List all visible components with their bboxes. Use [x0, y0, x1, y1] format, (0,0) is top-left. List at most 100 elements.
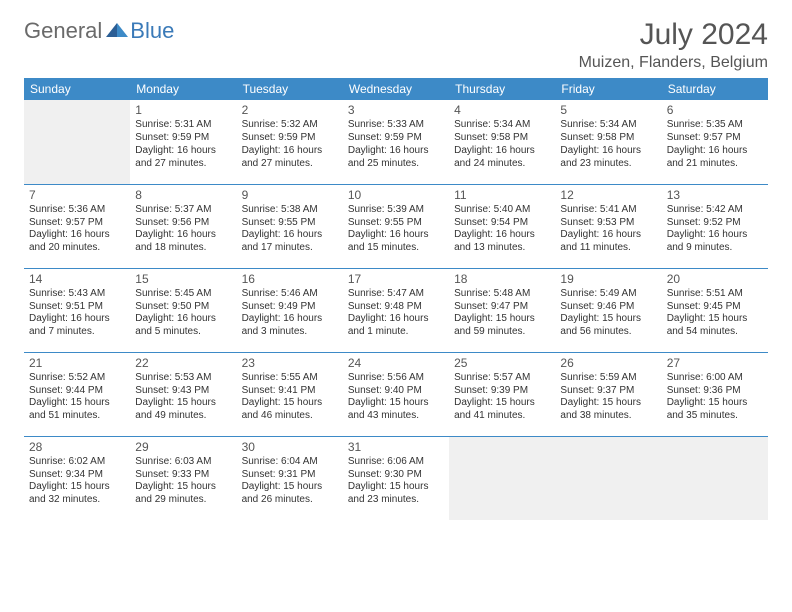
- day-number: 28: [29, 440, 125, 455]
- table-row: 1Sunrise: 5:31 AMSunset: 9:59 PMDaylight…: [24, 100, 768, 184]
- day-number: 3: [348, 103, 444, 118]
- day-number: 18: [454, 272, 550, 287]
- sunset-text: Sunset: 9:59 PM: [135, 132, 231, 145]
- daylight-text: Daylight: 15 hours and 29 minutes.: [135, 481, 231, 507]
- sunrise-text: Sunrise: 5:42 AM: [667, 204, 763, 217]
- sunset-text: Sunset: 9:57 PM: [29, 217, 125, 230]
- sunrise-text: Sunrise: 5:45 AM: [135, 288, 231, 301]
- sunrise-text: Sunrise: 5:56 AM: [348, 372, 444, 385]
- day-cell: 15Sunrise: 5:45 AMSunset: 9:50 PMDayligh…: [130, 268, 236, 352]
- day-cell: 25Sunrise: 5:57 AMSunset: 9:39 PMDayligh…: [449, 352, 555, 436]
- day-cell: 27Sunrise: 6:00 AMSunset: 9:36 PMDayligh…: [662, 352, 768, 436]
- daylight-text: Daylight: 16 hours and 5 minutes.: [135, 313, 231, 339]
- sunrise-text: Sunrise: 6:04 AM: [242, 456, 338, 469]
- daylight-text: Daylight: 16 hours and 25 minutes.: [348, 145, 444, 171]
- sunset-text: Sunset: 9:58 PM: [454, 132, 550, 145]
- daylight-text: Daylight: 16 hours and 11 minutes.: [560, 229, 656, 255]
- calendar-header-row: Sunday Monday Tuesday Wednesday Thursday…: [24, 78, 768, 100]
- day-number: 20: [667, 272, 763, 287]
- day-number: 23: [242, 356, 338, 371]
- day-number: 14: [29, 272, 125, 287]
- daylight-text: Daylight: 16 hours and 17 minutes.: [242, 229, 338, 255]
- daylight-text: Daylight: 16 hours and 3 minutes.: [242, 313, 338, 339]
- sunset-text: Sunset: 9:33 PM: [135, 469, 231, 482]
- day-number: 1: [135, 103, 231, 118]
- day-number: 24: [348, 356, 444, 371]
- day-number: 17: [348, 272, 444, 287]
- sunrise-text: Sunrise: 5:36 AM: [29, 204, 125, 217]
- header-saturday: Saturday: [662, 78, 768, 100]
- sunrise-text: Sunrise: 6:00 AM: [667, 372, 763, 385]
- daylight-text: Daylight: 15 hours and 46 minutes.: [242, 397, 338, 423]
- daylight-text: Daylight: 15 hours and 56 minutes.: [560, 313, 656, 339]
- daylight-text: Daylight: 15 hours and 49 minutes.: [135, 397, 231, 423]
- day-cell: 21Sunrise: 5:52 AMSunset: 9:44 PMDayligh…: [24, 352, 130, 436]
- day-cell: 1Sunrise: 5:31 AMSunset: 9:59 PMDaylight…: [130, 100, 236, 184]
- day-number: 4: [454, 103, 550, 118]
- day-cell: 6Sunrise: 5:35 AMSunset: 9:57 PMDaylight…: [662, 100, 768, 184]
- sunset-text: Sunset: 9:55 PM: [348, 217, 444, 230]
- sunrise-text: Sunrise: 5:41 AM: [560, 204, 656, 217]
- day-number: 21: [29, 356, 125, 371]
- sunrise-text: Sunrise: 5:34 AM: [560, 119, 656, 132]
- daylight-text: Daylight: 15 hours and 23 minutes.: [348, 481, 444, 507]
- sunrise-text: Sunrise: 5:39 AM: [348, 204, 444, 217]
- day-cell: 22Sunrise: 5:53 AMSunset: 9:43 PMDayligh…: [130, 352, 236, 436]
- sunset-text: Sunset: 9:47 PM: [454, 301, 550, 314]
- sunset-text: Sunset: 9:45 PM: [667, 301, 763, 314]
- daylight-text: Daylight: 16 hours and 21 minutes.: [667, 145, 763, 171]
- table-row: 14Sunrise: 5:43 AMSunset: 9:51 PMDayligh…: [24, 268, 768, 352]
- header-wednesday: Wednesday: [343, 78, 449, 100]
- day-cell: 3Sunrise: 5:33 AMSunset: 9:59 PMDaylight…: [343, 100, 449, 184]
- sunrise-text: Sunrise: 5:31 AM: [135, 119, 231, 132]
- sunrise-text: Sunrise: 5:35 AM: [667, 119, 763, 132]
- day-number: 25: [454, 356, 550, 371]
- daylight-text: Daylight: 16 hours and 23 minutes.: [560, 145, 656, 171]
- day-cell: 28Sunrise: 6:02 AMSunset: 9:34 PMDayligh…: [24, 436, 130, 520]
- table-row: 7Sunrise: 5:36 AMSunset: 9:57 PMDaylight…: [24, 184, 768, 268]
- sunset-text: Sunset: 9:58 PM: [560, 132, 656, 145]
- calendar-body: 1Sunrise: 5:31 AMSunset: 9:59 PMDaylight…: [24, 100, 768, 520]
- sunset-text: Sunset: 9:51 PM: [29, 301, 125, 314]
- sunset-text: Sunset: 9:31 PM: [242, 469, 338, 482]
- header-tuesday: Tuesday: [237, 78, 343, 100]
- sunset-text: Sunset: 9:43 PM: [135, 385, 231, 398]
- day-number: 6: [667, 103, 763, 118]
- day-cell: 2Sunrise: 5:32 AMSunset: 9:59 PMDaylight…: [237, 100, 343, 184]
- day-cell: 29Sunrise: 6:03 AMSunset: 9:33 PMDayligh…: [130, 436, 236, 520]
- day-number: 27: [667, 356, 763, 371]
- sunset-text: Sunset: 9:55 PM: [242, 217, 338, 230]
- header-sunday: Sunday: [24, 78, 130, 100]
- sunrise-text: Sunrise: 5:52 AM: [29, 372, 125, 385]
- daylight-text: Daylight: 15 hours and 51 minutes.: [29, 397, 125, 423]
- header-thursday: Thursday: [449, 78, 555, 100]
- sunset-text: Sunset: 9:57 PM: [667, 132, 763, 145]
- day-number: 12: [560, 188, 656, 203]
- day-number: 15: [135, 272, 231, 287]
- day-cell: 24Sunrise: 5:56 AMSunset: 9:40 PMDayligh…: [343, 352, 449, 436]
- daylight-text: Daylight: 15 hours and 54 minutes.: [667, 313, 763, 339]
- sunset-text: Sunset: 9:52 PM: [667, 217, 763, 230]
- header: General Blue July 2024 Muizen, Flanders,…: [24, 18, 768, 72]
- day-number: 26: [560, 356, 656, 371]
- sunrise-text: Sunrise: 5:38 AM: [242, 204, 338, 217]
- day-number: 10: [348, 188, 444, 203]
- daylight-text: Daylight: 16 hours and 1 minute.: [348, 313, 444, 339]
- sunset-text: Sunset: 9:30 PM: [348, 469, 444, 482]
- daylight-text: Daylight: 15 hours and 41 minutes.: [454, 397, 550, 423]
- day-cell: 4Sunrise: 5:34 AMSunset: 9:58 PMDaylight…: [449, 100, 555, 184]
- daylight-text: Daylight: 16 hours and 27 minutes.: [135, 145, 231, 171]
- sunrise-text: Sunrise: 6:02 AM: [29, 456, 125, 469]
- sunset-text: Sunset: 9:36 PM: [667, 385, 763, 398]
- daylight-text: Daylight: 16 hours and 20 minutes.: [29, 229, 125, 255]
- sunrise-text: Sunrise: 5:40 AM: [454, 204, 550, 217]
- daylight-text: Daylight: 15 hours and 35 minutes.: [667, 397, 763, 423]
- day-number: 9: [242, 188, 338, 203]
- day-cell: 16Sunrise: 5:46 AMSunset: 9:49 PMDayligh…: [237, 268, 343, 352]
- title-block: July 2024 Muizen, Flanders, Belgium: [579, 18, 768, 72]
- daylight-text: Daylight: 16 hours and 7 minutes.: [29, 313, 125, 339]
- logo: General Blue: [24, 18, 174, 44]
- day-number: 31: [348, 440, 444, 455]
- sunset-text: Sunset: 9:49 PM: [242, 301, 338, 314]
- sunset-text: Sunset: 9:48 PM: [348, 301, 444, 314]
